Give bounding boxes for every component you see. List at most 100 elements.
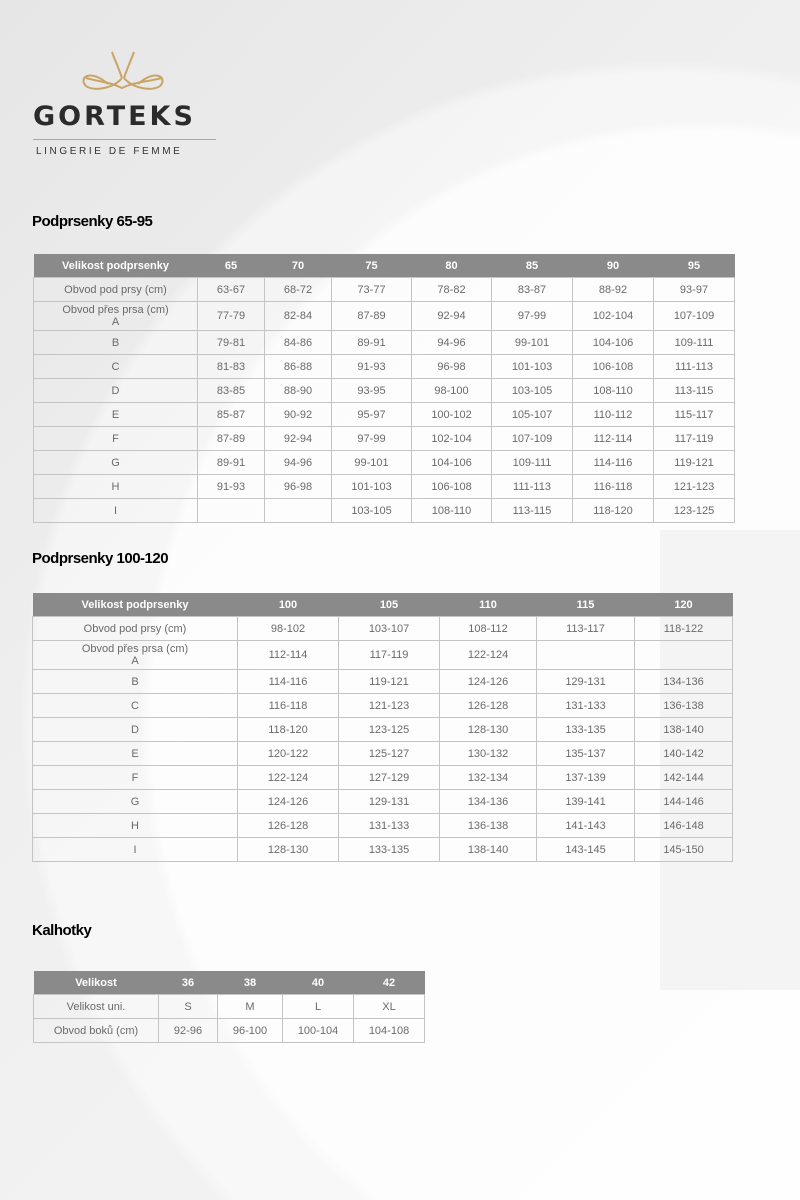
table-cell — [264, 498, 332, 523]
table-row: D 83-85 88-90 93-95 98-100 103-105 108-110 113-… — [33, 378, 735, 403]
header-size: 40 — [282, 971, 354, 995]
table-cell: M — [217, 994, 283, 1019]
table-cell: 68-72 — [264, 277, 332, 302]
table-cell: 97-99 — [331, 426, 412, 451]
table-cell: 118-120 — [572, 498, 654, 523]
row-label: F — [32, 765, 238, 790]
row-label: Obvod boků (cm) — [33, 1018, 159, 1043]
table-cell: 104-106 — [572, 330, 654, 355]
table-cell: 105-107 — [491, 402, 573, 427]
table-cell: 63-67 — [197, 277, 265, 302]
table-cell: 129-131 — [536, 669, 635, 694]
table-cell: 118-120 — [237, 717, 339, 742]
row-label: H — [33, 474, 198, 499]
table-row: I 128-130 133-135 138-140 143-145 145-150 — [32, 837, 733, 862]
table-cell: 114-116 — [572, 450, 654, 475]
section-title-panties: Kalhotky — [32, 922, 92, 939]
table-cell: 113-117 — [536, 616, 635, 641]
table-cell: 118-122 — [634, 616, 733, 641]
table-cell: 121-123 — [653, 474, 735, 499]
table-cell: 87-89 — [197, 426, 265, 451]
table-cell: 103-105 — [331, 498, 412, 523]
table-row: Obvod přes prsa (cm) A 112-114 117-119 122-… — [32, 640, 733, 670]
table-cell: 87-89 — [331, 301, 412, 331]
table-cell: 133-135 — [338, 837, 440, 862]
table-cell: 77-79 — [197, 301, 265, 331]
table-cell: 86-88 — [264, 354, 332, 379]
table-cell: 123-125 — [653, 498, 735, 523]
table-header-row: Velikost podprsenky 100 105 110 115 120 — [32, 593, 733, 617]
header-size: 75 — [331, 254, 412, 278]
table-row: F 87-89 92-94 97-99 102-104 107-109 112-114 117… — [33, 426, 735, 451]
table-cell: 119-121 — [338, 669, 440, 694]
row-label: I — [32, 837, 238, 862]
table-cell: 123-125 — [338, 717, 440, 742]
table-cell: 129-131 — [338, 789, 440, 814]
table-cell: 119-121 — [653, 450, 735, 475]
table-row: Obvod pod prsy (cm) 98-102 103-107 108-112 1… — [32, 616, 733, 641]
table-cell: 141-143 — [536, 813, 635, 838]
header-size: 115 — [536, 593, 635, 617]
table-cell: 107-109 — [491, 426, 573, 451]
row-label: D — [33, 378, 198, 403]
header-label: Velikost podprsenky — [33, 254, 198, 278]
table-cell: 88-90 — [264, 378, 332, 403]
table-cell: 130-132 — [439, 741, 537, 766]
table-cell: 91-93 — [331, 354, 412, 379]
table-cell: 112-114 — [237, 640, 339, 670]
header-size: 95 — [653, 254, 735, 278]
header-size: 100 — [237, 593, 339, 617]
table-cell: 108-110 — [411, 498, 492, 523]
row-label: Velikost uni. — [33, 994, 159, 1019]
header-size: 65 — [197, 254, 265, 278]
table-cell: 137-139 — [536, 765, 635, 790]
header-size: 36 — [158, 971, 218, 995]
header-size: 70 — [264, 254, 332, 278]
table-cell: 136-138 — [634, 693, 733, 718]
table-cell: 100-104 — [282, 1018, 354, 1043]
table-cell: 109-111 — [653, 330, 735, 355]
size-table-panties: Velikost 36 38 40 42 Velikost uni. S M L XL Obvod … — [33, 971, 425, 1043]
row-label: Obvod pod prsy (cm) — [32, 616, 238, 641]
table-cell: 79-81 — [197, 330, 265, 355]
table-cell: 124-126 — [439, 669, 537, 694]
table-cell: 99-101 — [491, 330, 573, 355]
table-cell: 94-96 — [411, 330, 492, 355]
header-size: 105 — [338, 593, 440, 617]
row-label: E — [33, 402, 198, 427]
header-size: 110 — [439, 593, 537, 617]
section-title-bras-100-120: Podprsenky 100-120 — [32, 550, 169, 567]
table-cell: 90-92 — [264, 402, 332, 427]
table-row: Obvod pod prsy (cm) 63-67 68-72 73-77 78-82 8… — [33, 277, 735, 302]
table-cell: 121-123 — [338, 693, 440, 718]
table-cell: 103-105 — [491, 378, 573, 403]
table-cell: 101-103 — [331, 474, 412, 499]
size-table-bras-65-95: Velikost podprsenky 65 70 75 80 85 90 95 Obvod p… — [33, 254, 735, 523]
table-cell: 92-94 — [264, 426, 332, 451]
table-cell: 110-112 — [572, 402, 654, 427]
table-row: E 85-87 90-92 95-97 100-102 105-107 110-112 115… — [33, 402, 735, 427]
table-cell: 124-126 — [237, 789, 339, 814]
table-row: I 103-105 108-110 113-115 118-120 123-125 — [33, 498, 735, 523]
header-label: Velikost podprsenky — [32, 593, 238, 617]
table-cell: 108-112 — [439, 616, 537, 641]
table-cell: 125-127 — [338, 741, 440, 766]
table-cell — [634, 640, 733, 670]
table-row: Obvod přes prsa (cm) A 77-79 82-84 87-89 92-… — [33, 301, 735, 331]
table-cell: 142-144 — [634, 765, 733, 790]
row-label: Obvod pod prsy (cm) — [33, 277, 198, 302]
row-label: Obvod přes prsa (cm) A — [32, 640, 238, 670]
table-cell: 102-104 — [572, 301, 654, 331]
table-cell: 134-136 — [634, 669, 733, 694]
table-cell: 83-85 — [197, 378, 265, 403]
table-cell: 115-117 — [653, 402, 735, 427]
table-cell: 106-108 — [572, 354, 654, 379]
table-cell: 127-129 — [338, 765, 440, 790]
table-cell: 111-113 — [653, 354, 735, 379]
table-cell: 112-114 — [572, 426, 654, 451]
table-row: G 89-91 94-96 99-101 104-106 109-111 114-116 11… — [33, 450, 735, 475]
table-cell: L — [282, 994, 354, 1019]
table-cell — [536, 640, 635, 670]
table-cell: 104-106 — [411, 450, 492, 475]
table-cell: 94-96 — [264, 450, 332, 475]
